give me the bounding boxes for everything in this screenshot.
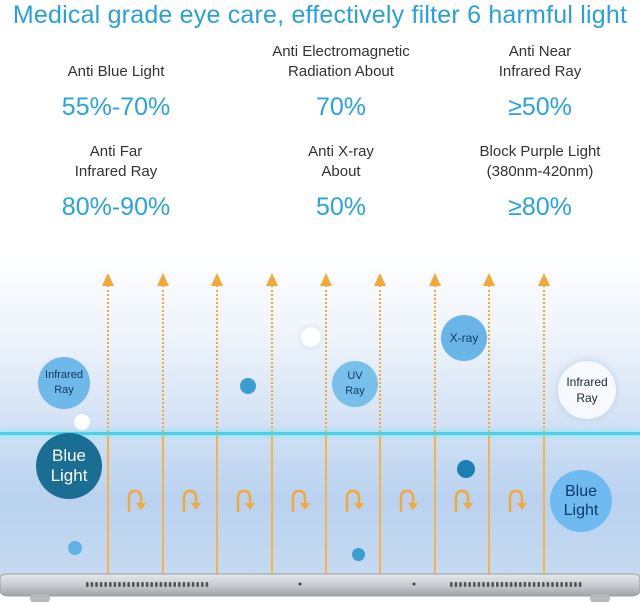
infrared-ray-bubble-right: Infrared Ray (558, 361, 616, 419)
blue-light-bubble: Blue Light (36, 433, 102, 499)
stat-value: 50% (315, 193, 367, 221)
up-arrow-icon (538, 273, 550, 286)
blocked-light-line (434, 435, 436, 575)
upward-light-beam (107, 285, 109, 432)
upward-light-beam (488, 285, 490, 432)
reflect-arrow-icon (127, 489, 146, 512)
reflect-arrow-icon (399, 489, 418, 512)
upward-light-beam (379, 285, 381, 432)
stat-label: Anti Far Infrared Ray (74, 143, 158, 180)
reflect-arrow-icon (345, 489, 364, 512)
reflect-arrow-icon (454, 489, 473, 512)
filter-illustration-background (0, 252, 640, 582)
stat-label: Anti Blue Light (67, 63, 165, 80)
screen-filter-line (0, 432, 640, 435)
stat-block-purple-light: Block Purple Light (380nm-420nm) ≥80% (440, 142, 640, 222)
blocked-light-line (543, 435, 545, 575)
reflect-arrow-icon (182, 489, 201, 512)
blue-light-bubble-right: Blue Light (550, 470, 612, 532)
stat-label: Anti Electromagnetic Radiation About (272, 43, 410, 80)
infrared-ray-bubble: Infrared Ray (38, 357, 90, 409)
xray-bubble: X-ray (441, 315, 487, 361)
stat-anti-blue-light: Anti Blue Light 55%-70% (16, 42, 216, 122)
white-particle (301, 327, 321, 347)
up-arrow-icon (157, 273, 169, 286)
upward-light-beam (271, 285, 273, 432)
uv-ray-bubble: UV Ray (332, 361, 378, 407)
up-arrow-icon (102, 273, 114, 286)
reflect-arrow-icon (508, 489, 527, 512)
stat-value: ≥50% (508, 93, 572, 121)
stat-value: 80%-90% (61, 193, 171, 221)
up-arrow-icon (429, 273, 441, 286)
stat-anti-far-infrared: Anti Far Infrared Ray 80%-90% (16, 142, 216, 222)
blocked-light-line (271, 435, 273, 575)
up-arrow-icon (266, 273, 278, 286)
stat-anti-xray: Anti X-ray About 50% (241, 142, 441, 222)
laptop-base (0, 573, 640, 602)
blocked-light-line (216, 435, 218, 575)
blue-particle (352, 548, 365, 561)
stat-label: Block Purple Light (380nm-420nm) (479, 143, 601, 180)
blue-particle (68, 541, 82, 555)
up-arrow-icon (483, 273, 495, 286)
up-arrow-icon (320, 273, 332, 286)
stat-anti-electromagnetic: Anti Electromagnetic Radiation About 70% (241, 42, 441, 122)
blue-particle (457, 460, 475, 478)
blocked-light-line (162, 435, 164, 575)
upward-light-beam (434, 285, 436, 432)
upward-light-beam (325, 285, 327, 432)
white-particle (74, 414, 90, 430)
stat-value: 70% (315, 93, 367, 121)
upward-light-beam (543, 285, 545, 432)
stat-label: Anti X-ray About (308, 143, 374, 180)
blocked-light-line (325, 435, 327, 575)
reflect-arrow-icon (236, 489, 255, 512)
blue-particle (240, 378, 256, 394)
stat-value: ≥80% (508, 193, 572, 221)
upward-light-beam (216, 285, 218, 432)
stat-value: 55%-70% (61, 93, 171, 121)
upward-light-beam (162, 285, 164, 432)
reflect-arrow-icon (291, 489, 310, 512)
up-arrow-icon (211, 273, 223, 286)
blocked-light-line (488, 435, 490, 575)
up-arrow-icon (374, 273, 386, 286)
headline: Medical grade eye care, effectively filt… (12, 1, 628, 29)
blocked-light-line (379, 435, 381, 575)
blocked-light-line (107, 435, 109, 575)
stat-anti-near-infrared: Anti Near Infrared Ray ≥50% (440, 42, 640, 122)
stat-label: Anti Near Infrared Ray (498, 43, 582, 80)
